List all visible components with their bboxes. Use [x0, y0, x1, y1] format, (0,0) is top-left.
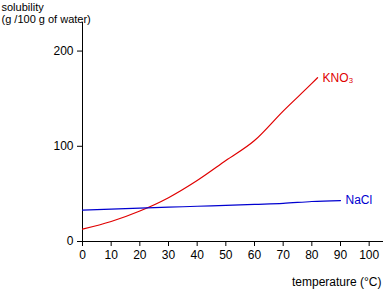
- svg-text:200: 200: [53, 44, 73, 58]
- svg-text:20: 20: [133, 248, 147, 262]
- svg-text:40: 40: [190, 248, 204, 262]
- svg-text:0: 0: [67, 234, 74, 248]
- svg-text:solubility(g /100 g of water): solubility(g /100 g of water): [2, 1, 91, 25]
- svg-text:80: 80: [305, 248, 319, 262]
- svg-text:50: 50: [219, 248, 233, 262]
- svg-text:NaCl: NaCl: [346, 193, 373, 207]
- svg-text:KNO₃: KNO₃: [323, 71, 354, 85]
- svg-text:70: 70: [276, 248, 290, 262]
- svg-text:90: 90: [334, 248, 348, 262]
- svg-text:60: 60: [248, 248, 262, 262]
- svg-text:temperature (°C): temperature (°C): [292, 275, 382, 289]
- svg-text:0: 0: [79, 248, 86, 262]
- svg-text:100: 100: [359, 248, 379, 262]
- svg-text:30: 30: [162, 248, 176, 262]
- svg-text:10: 10: [104, 248, 118, 262]
- svg-text:100: 100: [53, 139, 73, 153]
